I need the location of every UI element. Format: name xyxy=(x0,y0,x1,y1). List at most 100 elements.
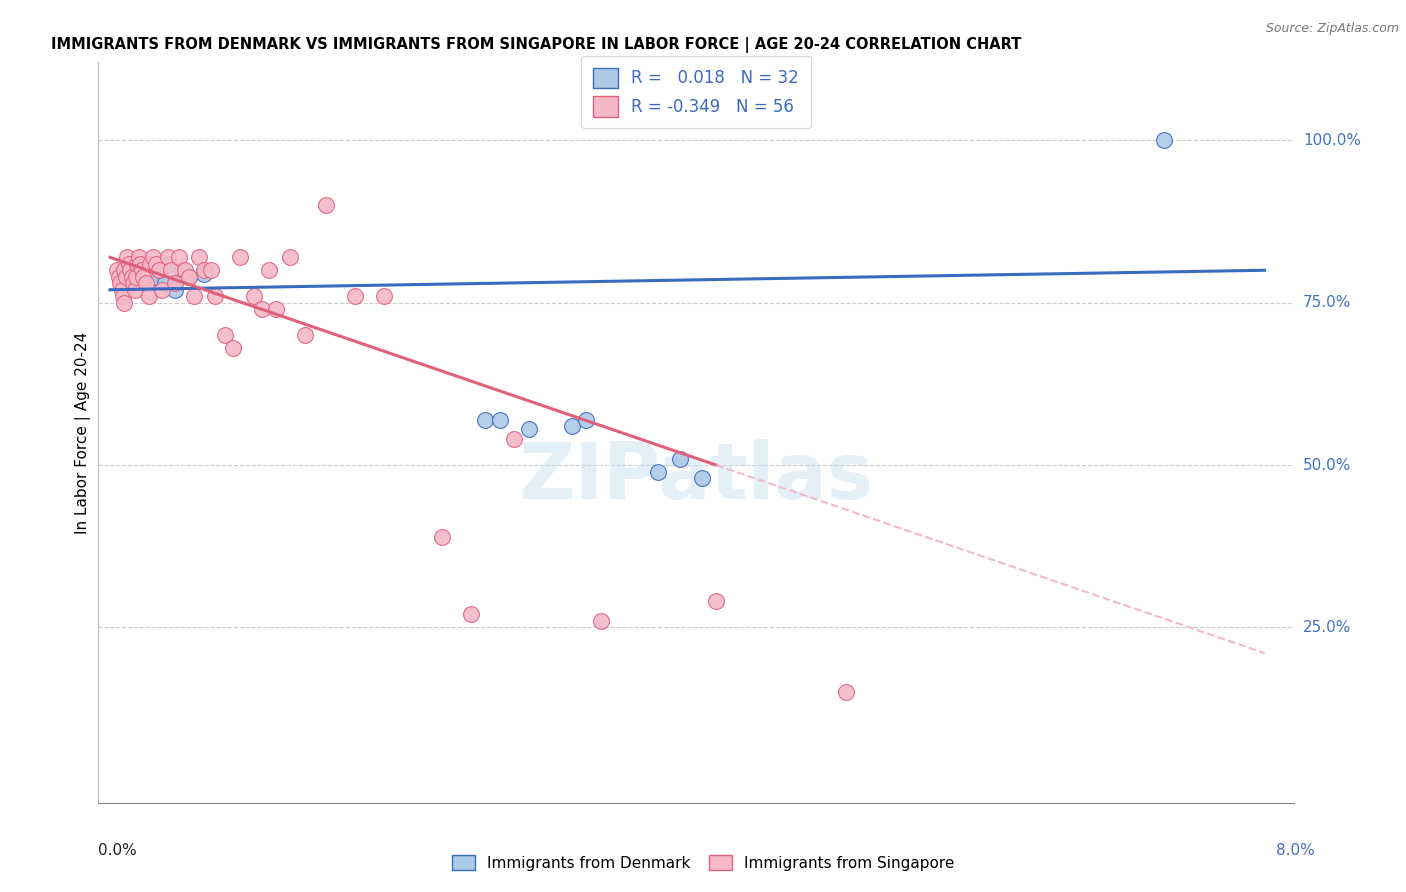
Point xyxy=(129,257,152,271)
Point xyxy=(120,263,142,277)
Point xyxy=(589,614,612,628)
Point xyxy=(134,269,156,284)
Point xyxy=(159,263,181,277)
Point xyxy=(315,198,337,212)
Point xyxy=(110,283,132,297)
Point xyxy=(132,269,155,284)
Point xyxy=(243,289,266,303)
Point xyxy=(112,263,135,277)
Point xyxy=(121,277,143,291)
Text: 100.0%: 100.0% xyxy=(1303,133,1361,148)
Point xyxy=(172,263,194,277)
Point xyxy=(294,328,316,343)
Point xyxy=(488,412,510,426)
Point xyxy=(138,289,160,303)
Point xyxy=(122,277,145,291)
Point xyxy=(117,263,139,277)
Text: ZIPatlas: ZIPatlas xyxy=(519,439,873,515)
Point xyxy=(125,269,148,284)
Point xyxy=(136,257,159,271)
Point xyxy=(125,273,148,287)
Point xyxy=(373,289,395,303)
Point xyxy=(105,263,128,277)
Point xyxy=(145,257,167,271)
Point xyxy=(669,451,692,466)
Point xyxy=(193,263,215,277)
Point xyxy=(118,257,141,271)
Point xyxy=(153,277,176,291)
Text: 8.0%: 8.0% xyxy=(1275,843,1315,858)
Point xyxy=(121,269,143,284)
Point xyxy=(188,250,211,264)
Point xyxy=(111,289,134,303)
Point xyxy=(163,283,186,297)
Point xyxy=(280,250,302,264)
Point xyxy=(127,257,149,271)
Point xyxy=(112,279,135,293)
Point xyxy=(430,529,453,543)
Point xyxy=(575,412,598,426)
Point xyxy=(128,250,150,264)
Point xyxy=(214,328,236,343)
Point xyxy=(139,277,162,291)
Point xyxy=(1153,133,1175,147)
Point xyxy=(135,277,157,291)
Point xyxy=(145,269,167,284)
Point xyxy=(156,250,179,264)
Point xyxy=(142,250,165,264)
Text: 25.0%: 25.0% xyxy=(1303,620,1351,635)
Point xyxy=(108,277,131,291)
Point xyxy=(264,302,287,317)
Point xyxy=(561,419,583,434)
Point xyxy=(183,289,205,303)
Point xyxy=(142,267,165,281)
Point xyxy=(474,412,496,426)
Point xyxy=(149,263,172,277)
Text: 50.0%: 50.0% xyxy=(1303,458,1351,473)
Point xyxy=(835,685,858,699)
Point xyxy=(460,607,482,622)
Point xyxy=(344,289,367,303)
Point xyxy=(139,257,162,271)
Point xyxy=(148,263,170,277)
Point xyxy=(229,250,252,264)
Text: IMMIGRANTS FROM DENMARK VS IMMIGRANTS FROM SINGAPORE IN LABOR FORCE | AGE 20-24 : IMMIGRANTS FROM DENMARK VS IMMIGRANTS FR… xyxy=(51,37,1021,53)
Point xyxy=(517,422,540,436)
Point xyxy=(122,267,145,281)
Point xyxy=(204,289,226,303)
Point xyxy=(174,263,197,277)
Point xyxy=(200,263,222,277)
Point xyxy=(221,341,243,355)
Point xyxy=(112,273,135,287)
Text: 0.0%: 0.0% xyxy=(98,843,138,858)
Point xyxy=(115,269,138,284)
Point xyxy=(128,267,150,281)
Point xyxy=(163,277,186,291)
Y-axis label: In Labor Force | Age 20-24: In Labor Force | Age 20-24 xyxy=(76,332,91,533)
Point xyxy=(503,432,526,446)
Point xyxy=(250,302,273,317)
Point xyxy=(257,263,280,277)
Point xyxy=(156,257,179,271)
Legend: R =   0.018   N = 32, R = -0.349   N = 56: R = 0.018 N = 32, R = -0.349 N = 56 xyxy=(581,56,811,128)
Point xyxy=(704,594,727,608)
Point xyxy=(110,269,132,284)
Point xyxy=(107,269,129,284)
Text: 75.0%: 75.0% xyxy=(1303,295,1351,310)
Text: Source: ZipAtlas.com: Source: ZipAtlas.com xyxy=(1265,22,1399,36)
Point xyxy=(120,269,142,284)
Point xyxy=(690,471,713,485)
Point xyxy=(167,250,190,264)
Point xyxy=(179,269,201,284)
Point xyxy=(117,250,139,264)
Point xyxy=(131,263,153,277)
Legend: Immigrants from Denmark, Immigrants from Singapore: Immigrants from Denmark, Immigrants from… xyxy=(443,846,963,880)
Point xyxy=(124,283,146,297)
Point xyxy=(150,283,173,297)
Point xyxy=(193,267,215,281)
Point xyxy=(131,263,153,277)
Point xyxy=(179,269,201,284)
Point xyxy=(112,263,135,277)
Point xyxy=(647,465,669,479)
Point xyxy=(112,295,135,310)
